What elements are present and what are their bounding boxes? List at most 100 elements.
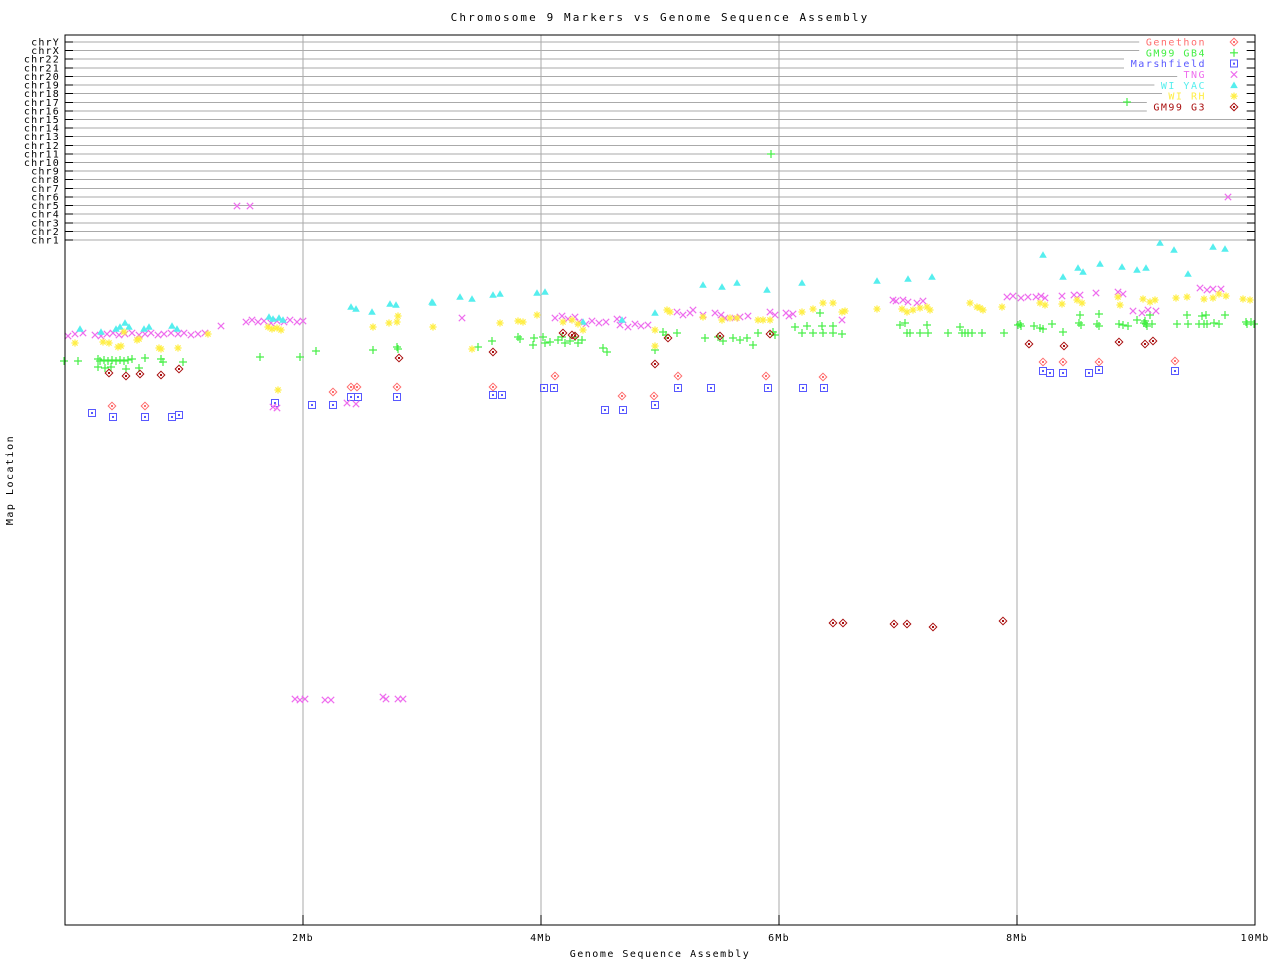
data-point-gm99-gb4	[1119, 321, 1127, 329]
data-point-wi-yac	[541, 288, 549, 295]
data-point-gm99-gb4	[101, 364, 109, 372]
legend-marker-wi-rh	[1230, 92, 1238, 100]
data-point-gm99-gb4	[1148, 320, 1156, 328]
data-point-gm99-gb4	[1203, 320, 1211, 328]
data-point-gm99-g3	[715, 331, 725, 341]
data-point-marshfield	[329, 401, 337, 409]
data-point-gm99-gb4	[124, 356, 132, 364]
series-tng	[64, 193, 1232, 704]
data-point-gm99-gb4	[819, 329, 827, 337]
data-point-wi-yac	[145, 323, 153, 330]
data-point-marshfield	[498, 391, 506, 399]
data-point-wi-rh	[819, 299, 827, 307]
chromosome-row-label: chr11	[24, 149, 60, 160]
data-point-gm99-gb4	[1075, 319, 1083, 327]
data-point-wi-rh	[385, 319, 393, 327]
data-point-tng	[327, 696, 335, 704]
data-point-wi-rh	[1078, 299, 1086, 307]
data-point-gm99-gb4	[956, 323, 964, 331]
data-point-wi-yac	[456, 293, 464, 300]
data-point-wi-rh	[1114, 293, 1122, 301]
legend-item-label: WI RH	[1168, 92, 1206, 103]
data-point-tng	[1203, 286, 1211, 294]
data-point-gm99-gb4	[1017, 322, 1025, 330]
legend-item-label: WI YAC	[1161, 81, 1206, 92]
data-point-tng	[343, 399, 351, 407]
data-point-gm99-gb4	[906, 329, 914, 337]
data-point-gm99-gb4	[96, 357, 104, 365]
data-point-marshfield	[651, 401, 659, 409]
data-point-wi-yac	[904, 275, 912, 282]
data-point-wi-rh	[1058, 300, 1066, 308]
gridlines-layer	[65, 35, 1255, 925]
data-point-wi-yac	[496, 290, 504, 297]
data-point-tng	[766, 308, 774, 316]
data-point-wi-yac	[763, 286, 771, 293]
data-point-tng	[1076, 291, 1084, 299]
data-point-gm99-gb4	[1202, 311, 1210, 319]
data-point-gm99-gb4	[1115, 320, 1123, 328]
data-point-wi-yac	[97, 328, 105, 335]
data-point-tng	[71, 330, 79, 338]
data-point-wi-yac	[1074, 264, 1082, 271]
legend-item-backing	[1146, 100, 1246, 113]
data-point-wi-rh	[1183, 293, 1191, 301]
data-point-tng	[1017, 294, 1025, 302]
data-point-gm99-gb4	[1173, 320, 1181, 328]
data-point-marshfield	[799, 384, 807, 392]
data-point-wi-yac	[125, 323, 133, 330]
data-point-tng	[217, 322, 225, 330]
chart-title: Chromosome 9 Markers vs Genome Sequence …	[451, 11, 870, 24]
data-point-marshfield	[820, 384, 828, 392]
data-point-gm99-gb4	[729, 334, 737, 342]
data-point-tng	[637, 322, 645, 330]
data-point-marshfield	[308, 401, 316, 409]
data-point-gm99-gb4	[1039, 325, 1047, 333]
data-point-wi-yac	[1209, 243, 1217, 250]
data-point-gm99-gb4	[944, 329, 952, 337]
data-point-wi-rh	[1116, 301, 1124, 309]
data-point-gm99-gb4	[1250, 320, 1258, 328]
data-point-tng	[246, 202, 254, 210]
data-point-gm99-gb4	[1030, 322, 1038, 330]
data-point-wi-rh	[1246, 296, 1254, 304]
data-point-tng	[624, 323, 632, 331]
data-point-tng	[1003, 293, 1011, 301]
data-point-wi-rh	[829, 299, 837, 307]
data-point-wi-rh	[1151, 296, 1159, 304]
data-point-wi-yac	[489, 291, 497, 298]
data-point-genethon	[818, 372, 828, 382]
data-point-gm99-gb4	[530, 334, 538, 342]
data-point-gm99-g3	[1140, 339, 1150, 349]
data-point-tng	[160, 330, 168, 338]
data-point-tng	[717, 311, 725, 319]
data-point-wi-rh	[519, 318, 527, 326]
data-point-marshfield	[88, 409, 96, 417]
data-point-gm99-gb4	[394, 345, 402, 353]
data-point-tng	[838, 316, 846, 324]
data-point-gm99-g3	[1059, 341, 1069, 351]
data-point-tng	[689, 306, 697, 314]
data-point-gm99-gb4	[923, 321, 931, 329]
legend-item-label: Genethon	[1146, 38, 1206, 49]
data-point-gm99-gb4	[112, 357, 120, 365]
chromosome-row-label: chr7	[31, 184, 60, 195]
data-point-gm99-gb4	[1215, 320, 1223, 328]
data-point-tng	[293, 318, 301, 326]
data-point-wi-rh	[204, 330, 212, 338]
data-point-tng	[673, 308, 681, 316]
data-point-marshfield	[168, 413, 176, 421]
data-point-tng	[1196, 284, 1204, 292]
data-point-gm99-gb4	[901, 319, 909, 327]
data-point-marshfield	[674, 384, 682, 392]
data-point-marshfield	[354, 393, 362, 401]
chromosome-row-label: chr14	[24, 124, 60, 135]
data-point-wi-yac	[1039, 251, 1047, 258]
legend-item-backing	[1139, 36, 1246, 48]
data-point-wi-yac	[1184, 270, 1192, 277]
data-point-tng	[631, 320, 639, 328]
data-point-gm99-gb4	[1198, 312, 1206, 320]
data-point-gm99-g3	[998, 616, 1008, 626]
data-point-gm99-gb4	[809, 329, 817, 337]
data-point-gm99-gb4	[603, 348, 611, 356]
